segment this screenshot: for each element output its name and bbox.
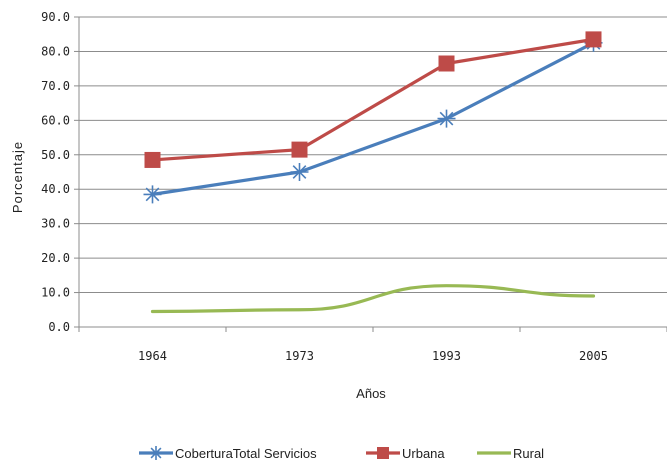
- gridlines: [79, 16, 667, 294]
- x-axis-title: Años: [356, 386, 386, 401]
- data-point: [585, 31, 602, 48]
- y-tick-label: 40.0: [41, 182, 70, 196]
- x-tick-label: 1973: [285, 349, 314, 363]
- series-urbana: [144, 31, 602, 168]
- y-tick-label: 30.0: [41, 217, 70, 231]
- data-point: [143, 185, 162, 204]
- y-axis-title: Porcentaje: [10, 141, 25, 213]
- x-tick-label: 1964: [138, 349, 167, 363]
- series-coberturatotal-servicios: [143, 33, 603, 204]
- data-point: [144, 151, 161, 168]
- y-tick-label: 20.0: [41, 251, 70, 265]
- data-point: [438, 55, 455, 72]
- y-axis-ticks: 0.0 10.0 20.0 30.0 40.0 50.0 60.0 70.0 80.0 90.0: [41, 10, 79, 334]
- legend-item: Urbana: [366, 446, 445, 461]
- legend-label: Rural: [513, 446, 544, 461]
- y-tick-label: 0.0: [48, 320, 70, 334]
- legend-marker: [377, 447, 389, 459]
- x-axis-ticks: 1964 1973 1993 2005: [78, 327, 667, 363]
- data-point: [290, 163, 309, 181]
- legend-item: Rural: [477, 446, 544, 461]
- axes: [78, 17, 667, 328]
- series-line: [150, 37, 596, 162]
- y-tick-label: 80.0: [41, 44, 70, 58]
- legend-label: Urbana: [402, 446, 445, 461]
- y-tick-label: 90.0: [41, 10, 70, 24]
- series-line: [150, 284, 596, 314]
- y-tick-label: 70.0: [41, 79, 70, 93]
- legend-label: CoberturaTotal Servicios: [175, 446, 317, 461]
- x-tick-label: 1993: [432, 349, 461, 363]
- data-point: [291, 141, 308, 158]
- series-line: [150, 41, 596, 196]
- series-rural: [150, 284, 596, 314]
- x-tick-label: 2005: [579, 349, 608, 363]
- series: [143, 31, 603, 314]
- data-point: [437, 109, 456, 128]
- y-tick-label: 50.0: [41, 148, 70, 162]
- legend: CoberturaTotal Servicios Urbana Rural: [139, 446, 544, 461]
- legend-item: CoberturaTotal Servicios: [139, 446, 317, 461]
- legend-marker: [149, 446, 163, 460]
- y-tick-label: 10.0: [41, 286, 70, 300]
- y-tick-label: 60.0: [41, 113, 70, 127]
